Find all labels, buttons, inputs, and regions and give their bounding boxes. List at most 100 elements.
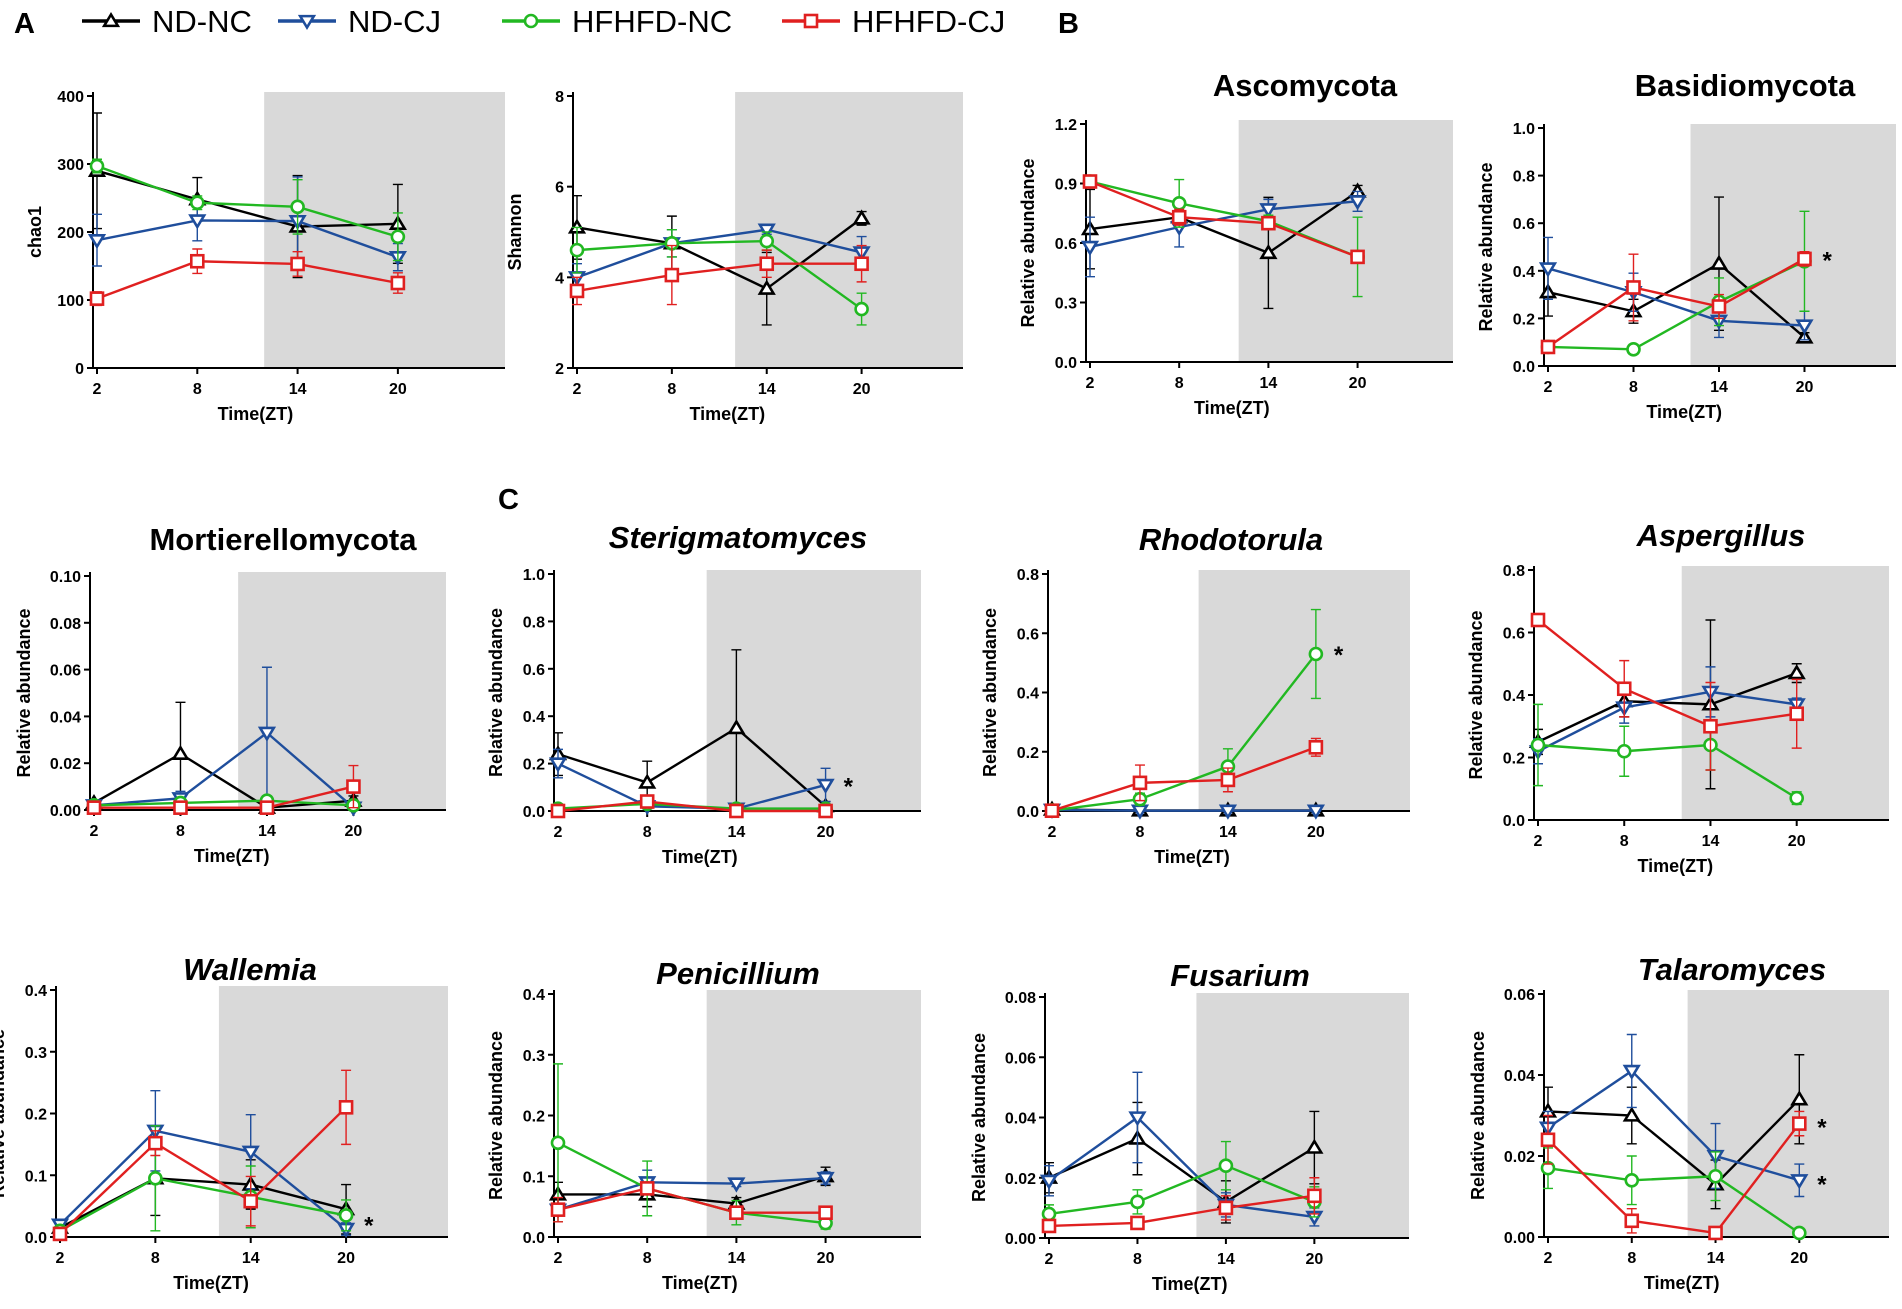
dark-phase-shade (238, 572, 446, 810)
data-point (852, 209, 871, 225)
x-tick-label: 8 (1136, 824, 1145, 841)
x-tick-label: 14 (1710, 379, 1728, 396)
chart-title: Rhodotorula (1138, 522, 1324, 557)
series-line (557, 726, 827, 808)
data-point (390, 275, 406, 291)
data-point (1540, 1132, 1556, 1148)
data-point (257, 726, 277, 742)
x-axis-label: Time(ZT) (218, 404, 294, 424)
data-point (1306, 804, 1326, 820)
series-line (1089, 190, 1359, 255)
x-tick-label: 14 (1707, 1250, 1725, 1267)
data-point (1218, 1200, 1234, 1216)
series-line (1547, 1069, 1800, 1182)
y-tick-label: 0.4 (523, 709, 545, 726)
series-hfhfd-cj (569, 244, 869, 306)
data-point (1530, 612, 1546, 628)
data-point (1792, 1225, 1807, 1241)
y-axis-label: Relative abundance (0, 1029, 8, 1198)
y-tick-label: 0.8 (1503, 563, 1525, 580)
y-tick-label: 0.0 (1513, 359, 1535, 376)
data-point (1708, 1168, 1723, 1184)
data-point (87, 233, 107, 250)
y-tick-label: 0.04 (1504, 1068, 1535, 1085)
data-point (1039, 1174, 1059, 1190)
series-line (59, 1129, 347, 1230)
dark-phase-shade (706, 570, 921, 811)
data-point (550, 1202, 566, 1217)
series-line (96, 260, 399, 300)
x-tick-label: 2 (554, 824, 563, 841)
data-point (569, 283, 585, 299)
y-tick-label: 0.4 (25, 983, 47, 1000)
chart-title: Ascomycota (1212, 68, 1398, 103)
series-line (576, 228, 862, 279)
data-point (1703, 718, 1718, 734)
series-line (1547, 1122, 1801, 1235)
x-tick-label: 8 (193, 381, 202, 398)
data-point (1626, 280, 1641, 295)
series-line (1537, 690, 1797, 753)
data-point (148, 1171, 163, 1186)
data-point (148, 1135, 163, 1151)
x-tick-label: 2 (573, 381, 582, 398)
y-axis-label: Relative abundance (486, 1031, 506, 1200)
data-point (1308, 646, 1324, 662)
data-point (1790, 1090, 1809, 1106)
y-tick-label: 0.9 (1055, 177, 1077, 194)
data-point (1711, 299, 1727, 314)
series-line (1051, 808, 1316, 812)
data-point (757, 223, 776, 239)
data-point (1218, 1158, 1234, 1173)
chart-title: Penicillium (656, 956, 820, 991)
x-axis-label: Time(ZT) (662, 1273, 738, 1293)
x-axis-label: Time(ZT) (1154, 847, 1230, 867)
x-tick-label: 20 (389, 381, 407, 398)
series-nd-nc (1538, 1054, 1809, 1210)
data-point (1259, 203, 1278, 219)
data-point (854, 301, 869, 317)
data-point (1616, 743, 1632, 759)
series-line (1089, 200, 1358, 249)
y-axis-label: chao1 (25, 206, 45, 258)
x-tick-label: 2 (1048, 824, 1057, 841)
y-tick-label: 0.04 (50, 709, 81, 726)
series-line (96, 164, 399, 238)
data-point (1787, 664, 1806, 680)
data-point (1128, 1111, 1147, 1127)
x-tick-label: 14 (1702, 833, 1720, 850)
y-tick-label: 0.00 (1005, 1231, 1036, 1248)
legend-swatch (782, 13, 840, 29)
data-point (1132, 775, 1148, 791)
series-line (557, 1187, 826, 1214)
series-line (1547, 267, 1805, 327)
y-tick-label: 400 (57, 89, 84, 106)
x-tick-label: 14 (758, 381, 776, 398)
chart-title: Mortierellomycota (149, 522, 417, 557)
data-point (639, 1181, 655, 1196)
y-tick-label: 0.2 (1503, 751, 1525, 768)
x-axis-label: Time(ZT) (1638, 856, 1714, 876)
series-hfhfd-cj (52, 1069, 354, 1242)
y-tick-label: 0.06 (1504, 987, 1535, 1004)
y-tick-label: 0.02 (1504, 1149, 1535, 1166)
y-tick-label: 0.00 (50, 803, 81, 820)
x-tick-label: 2 (1544, 379, 1553, 396)
series-nd-cj (84, 666, 363, 817)
series-line (557, 800, 826, 813)
data-point (241, 1145, 260, 1161)
y-tick-label: 0.3 (523, 1048, 545, 1065)
x-tick-label: 8 (1627, 1250, 1636, 1267)
x-tick-label: 20 (1790, 1250, 1808, 1267)
series-hfhfd-cj (550, 794, 833, 819)
data-point (89, 291, 105, 306)
data-point (1797, 251, 1812, 267)
series-hfhfd-nc (1540, 1147, 1807, 1241)
series-line (59, 1177, 347, 1229)
x-tick-label: 2 (554, 1250, 563, 1267)
series-line (1537, 743, 1798, 800)
dark-phase-shade (1238, 120, 1453, 362)
x-axis-label: Time(ZT) (662, 847, 738, 867)
